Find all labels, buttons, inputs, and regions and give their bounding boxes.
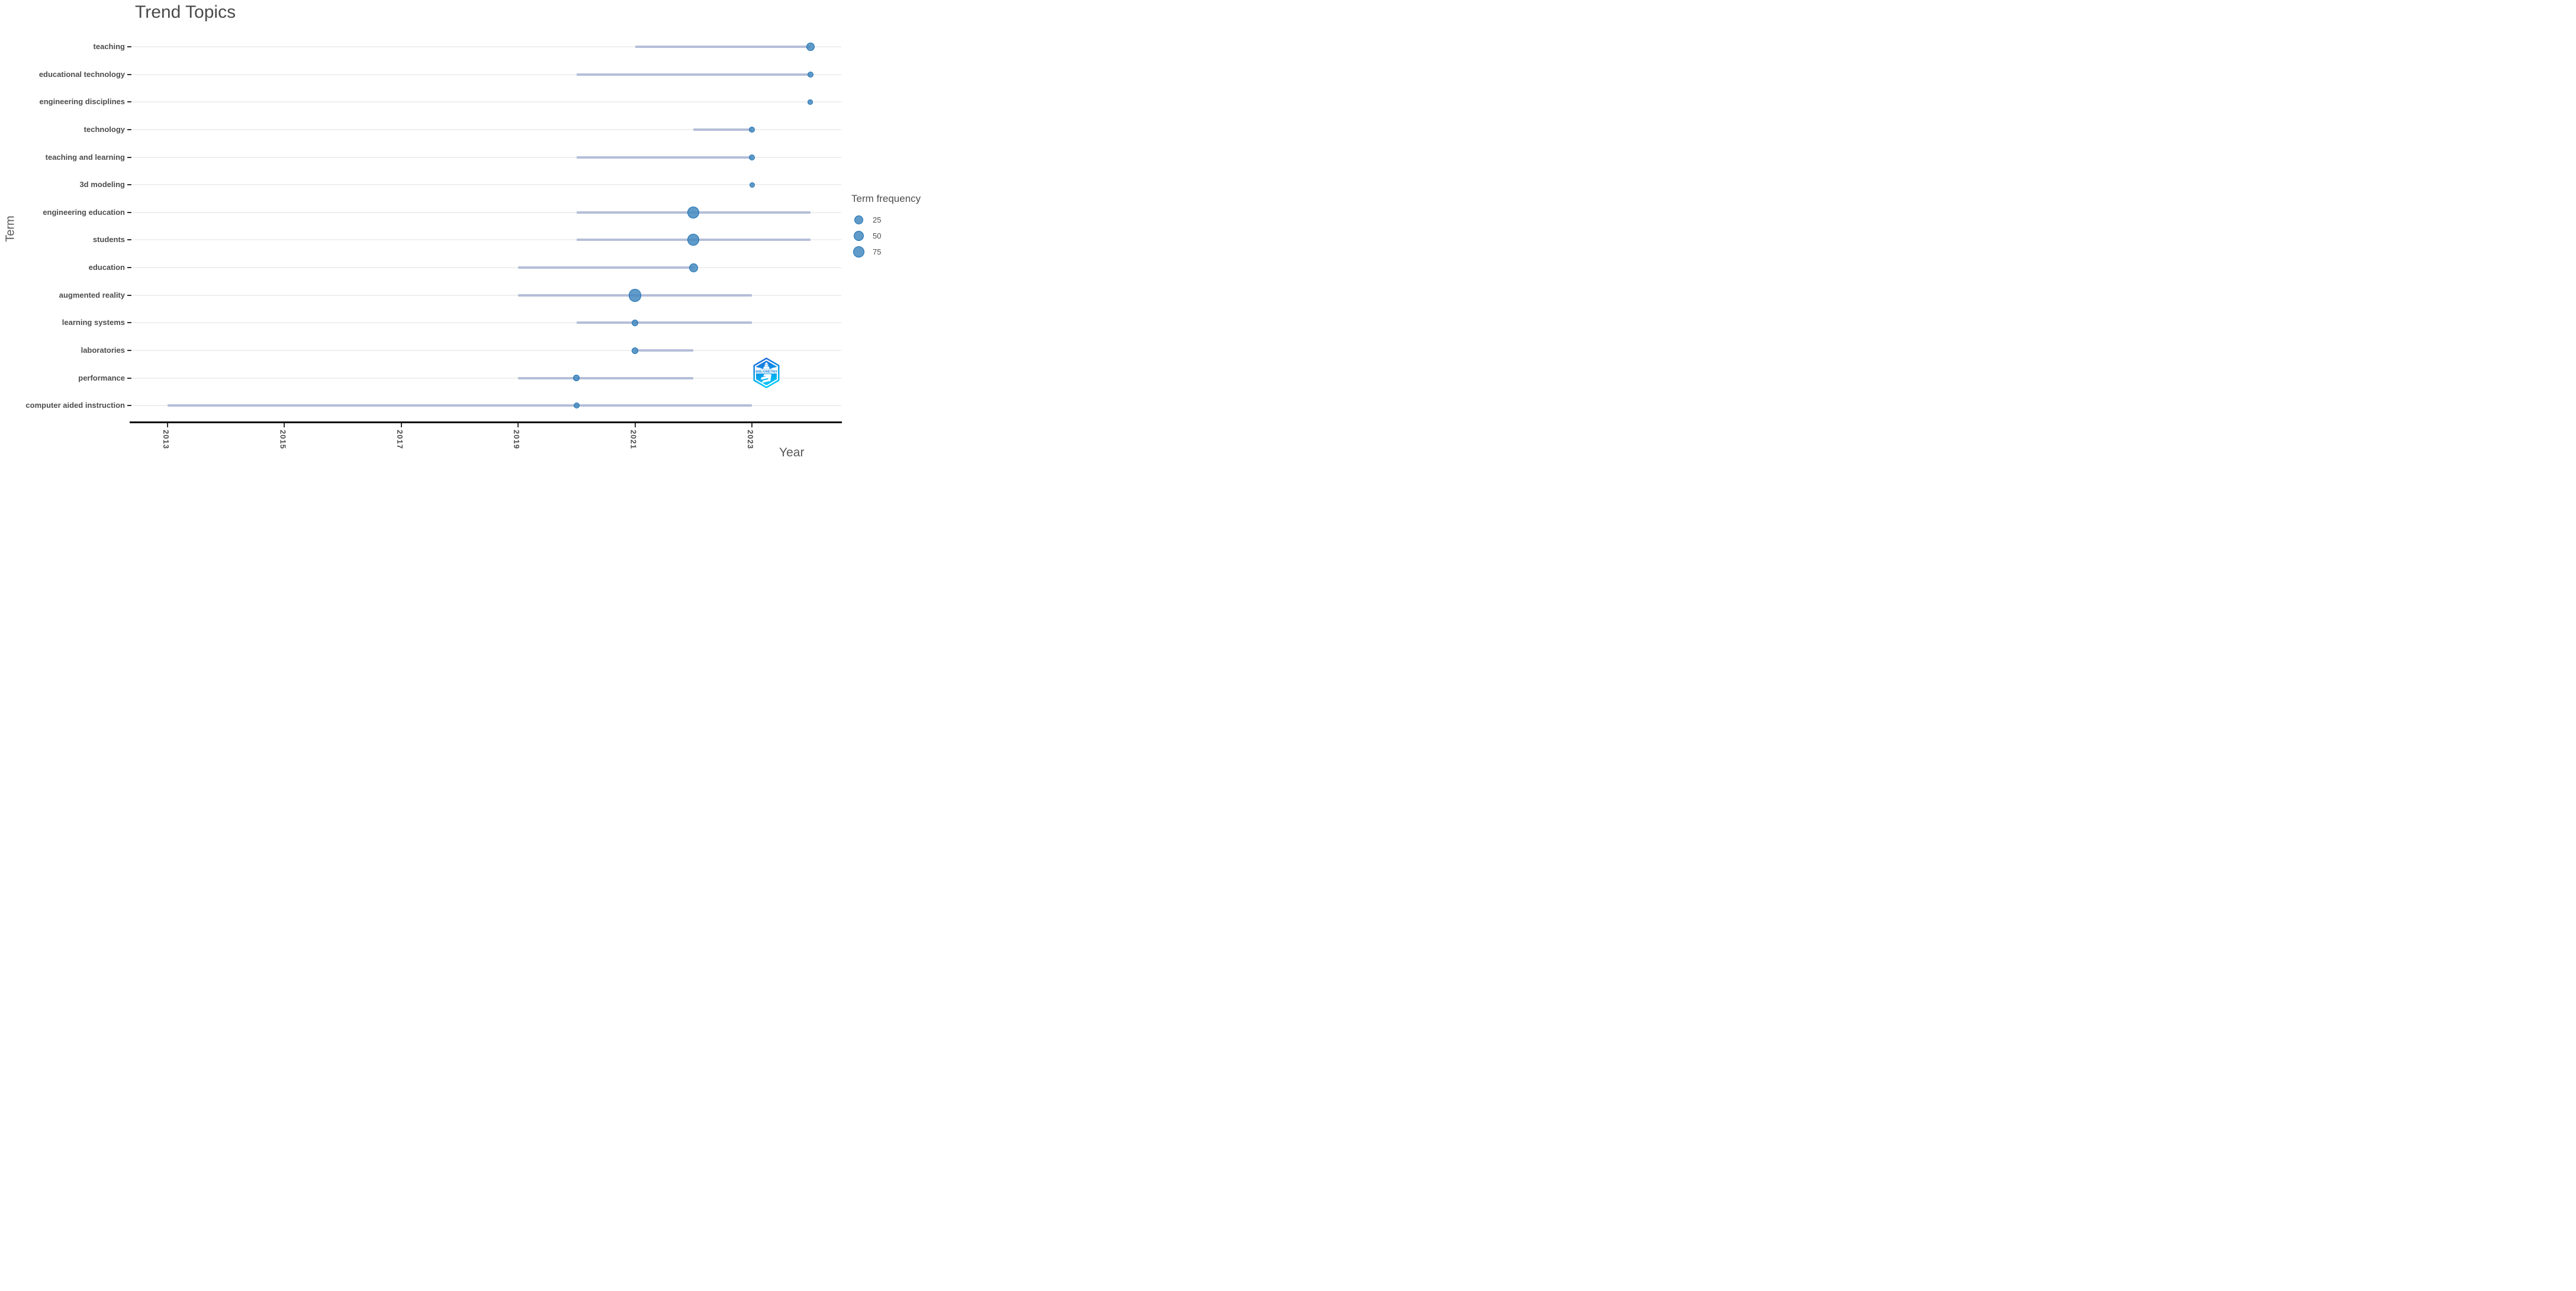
- y-tick-mark: [127, 350, 131, 352]
- term-frequency-bubble: [632, 319, 639, 326]
- term-label: technology: [83, 124, 125, 134]
- bibliometrix-logo: BIBLIOMETRIX: [752, 357, 780, 392]
- legend-size-circle: [854, 215, 863, 224]
- term-label: computer aided instruction: [25, 401, 125, 410]
- term-frequency-bubble: [573, 375, 580, 382]
- term-label: learning systems: [62, 318, 125, 327]
- row-gridline: [133, 46, 841, 47]
- x-tick-label: 2023: [746, 430, 755, 449]
- term-timeline: [518, 266, 694, 269]
- term-timeline: [635, 349, 694, 352]
- term-frequency-bubble: [689, 263, 698, 272]
- row-gridline: [133, 267, 841, 269]
- term-label: engineering education: [43, 207, 125, 217]
- x-tick-mark: [751, 423, 752, 427]
- legend-item: 25: [851, 212, 921, 228]
- y-tick-mark: [127, 267, 131, 269]
- term-timeline: [576, 321, 752, 324]
- term-frequency-bubble: [632, 347, 639, 354]
- term-label: performance: [78, 373, 125, 382]
- row-gridline: [133, 73, 841, 75]
- term-frequency-bubble: [807, 71, 813, 78]
- x-tick-mark: [517, 423, 519, 427]
- x-tick-label: 2015: [278, 430, 288, 449]
- y-tick-mark: [127, 73, 131, 75]
- term-frequency-bubble: [806, 43, 815, 51]
- x-tick-label: 2019: [512, 430, 522, 449]
- bibliometrix-logo-svg: BIBLIOMETRIX: [753, 358, 780, 388]
- y-tick-mark: [127, 294, 131, 296]
- y-tick-mark: [127, 46, 131, 47]
- legend-size-circle: [853, 246, 864, 257]
- term-label: educational technology: [38, 69, 125, 79]
- term-label: teaching: [93, 42, 125, 51]
- row-gridline: [133, 322, 841, 324]
- term-label: augmented reality: [59, 290, 125, 300]
- x-tick-mark: [167, 423, 168, 427]
- x-axis-line: [130, 421, 842, 423]
- size-legend: Term frequency 25 50 75: [851, 193, 921, 260]
- trend-topics-chart: Trend Topics Term Year teaching education…: [0, 0, 928, 465]
- y-tick-mark: [127, 239, 131, 241]
- term-frequency-bubble: [628, 289, 642, 302]
- y-tick-mark: [127, 322, 131, 324]
- row-gridline: [133, 211, 841, 213]
- term-frequency-bubble: [748, 126, 755, 133]
- y-tick-mark: [127, 377, 131, 379]
- row-gridline: [133, 239, 841, 241]
- row-gridline: [133, 294, 841, 296]
- term-frequency-bubble: [573, 403, 580, 409]
- x-axis-title: Year: [779, 446, 805, 459]
- term-label: students: [92, 235, 125, 244]
- term-timeline: [576, 73, 811, 76]
- legend-items: 25 50 75: [851, 212, 921, 260]
- term-label: education: [88, 263, 125, 272]
- legend-title: Term frequency: [851, 193, 921, 204]
- term-timeline: [635, 46, 811, 48]
- legend-item: 50: [851, 228, 921, 244]
- y-tick-mark: [127, 101, 131, 103]
- y-tick-mark: [127, 405, 131, 407]
- x-tick-mark: [634, 423, 636, 427]
- row-gridline: [133, 101, 841, 103]
- legend-item-label: 75: [873, 247, 882, 256]
- legend-item-label: 50: [873, 231, 882, 240]
- legend-size-circle: [853, 231, 864, 241]
- y-tick-mark: [127, 128, 131, 130]
- term-frequency-bubble: [687, 234, 700, 246]
- row-gridline: [133, 377, 841, 379]
- term-label: engineering disciplines: [39, 97, 125, 107]
- row-gridline: [133, 156, 841, 158]
- row-gridline: [133, 184, 841, 186]
- term-label: laboratories: [81, 346, 125, 355]
- term-timeline: [693, 128, 752, 131]
- term-frequency-bubble: [749, 154, 755, 160]
- y-tick-mark: [127, 184, 131, 186]
- term-frequency-bubble: [749, 182, 755, 188]
- x-tick-label: 2013: [162, 430, 171, 449]
- term-label: teaching and learning: [45, 152, 125, 162]
- legend-item: 75: [851, 244, 921, 260]
- x-tick-label: 2021: [629, 430, 638, 449]
- y-tick-mark: [127, 156, 131, 158]
- term-timeline: [518, 376, 694, 379]
- x-tick-mark: [400, 423, 402, 427]
- term-frequency-bubble: [687, 206, 700, 218]
- legend-item-label: 25: [873, 215, 882, 224]
- x-tick-label: 2017: [395, 430, 404, 449]
- y-tick-mark: [127, 211, 131, 213]
- row-gridline: [133, 350, 841, 352]
- term-timeline: [168, 404, 752, 407]
- term-timeline: [576, 156, 752, 159]
- term-frequency-bubble: [808, 99, 813, 105]
- chart-title: Trend Topics: [135, 2, 236, 22]
- term-label: 3d modeling: [79, 180, 125, 189]
- logo-text: BIBLIOMETRIX: [755, 370, 777, 374]
- x-tick-mark: [284, 423, 285, 427]
- row-gridline: [133, 128, 841, 130]
